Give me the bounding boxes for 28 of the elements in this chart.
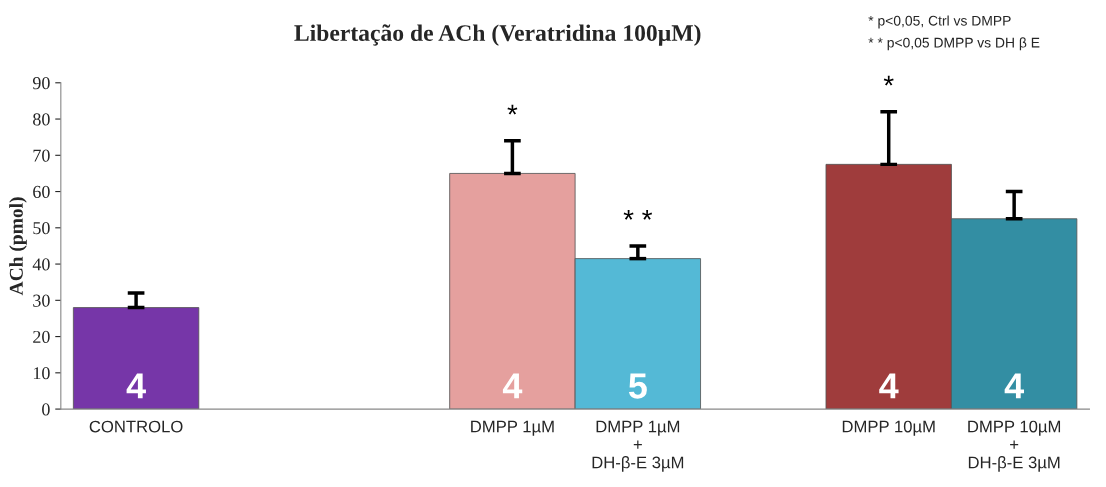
- x-tick-label: DMPP 1µM + DH-β-E 3µM: [592, 420, 684, 472]
- chart-title: Libertação de ACh (Veratridina 100µM): [294, 24, 701, 46]
- annotation: *: [883, 75, 894, 86]
- y-tick-label: 0: [42, 403, 50, 416]
- annotation: 4: [502, 373, 523, 399]
- x-tick-label: DMPP 1µM: [471, 420, 554, 436]
- annotation: 4: [126, 373, 146, 399]
- y-tick-label: 50: [33, 222, 50, 235]
- annotation: 4: [879, 373, 899, 399]
- y-tick-label: 90: [32, 77, 50, 90]
- y-axis-title: ACh (pmol): [9, 197, 27, 296]
- text: * * p<0,05 DMPP vs DH β E: [868, 37, 1040, 51]
- text: * p<0,05, Ctrl vs DMPP: [868, 15, 1011, 29]
- y-tick-label: 30: [33, 294, 50, 307]
- y-tick-label: 40: [32, 258, 50, 271]
- annotation: *: [507, 104, 518, 115]
- x-tick-label: DMPP 10µM: [842, 420, 935, 436]
- y-tick-label: 20: [33, 330, 50, 344]
- annotation: 4: [1004, 373, 1024, 399]
- bar: [72, 307, 200, 410]
- annotation: 5: [628, 373, 647, 399]
- annotation: * *: [623, 209, 653, 220]
- y-tick-label: 10: [33, 367, 50, 380]
- y-tick-label: 80: [33, 113, 50, 126]
- x-tick-label: DMPP 10µM + DH-β-E 3µM: [968, 420, 1061, 472]
- x-tick-label: CONTROLO: [89, 420, 183, 433]
- y-tick-label: 60: [33, 185, 50, 198]
- y-tick-label: 70: [33, 149, 50, 162]
